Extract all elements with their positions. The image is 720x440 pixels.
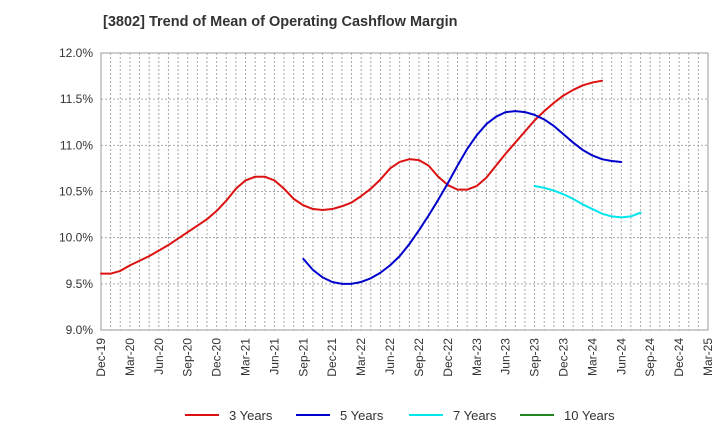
x-tick-label: Dec-24 — [672, 338, 686, 377]
x-tick-label: Sep-23 — [528, 338, 542, 377]
legend-swatch-7-years — [409, 414, 443, 416]
y-tick-label: 11.0% — [60, 138, 93, 152]
x-tick-label: Dec-21 — [325, 338, 339, 377]
plot-area-border — [100, 52, 709, 331]
x-tick-label: Dec-22 — [441, 338, 455, 377]
x-tick-label: Jun-24 — [614, 338, 628, 375]
y-tick-label: 10.0% — [59, 231, 93, 245]
legend-swatch-5-years — [296, 414, 330, 416]
x-tick-label: Sep-20 — [181, 338, 195, 377]
series-line-7-years — [533, 184, 642, 219]
x-tick-label: Mar-22 — [354, 338, 368, 376]
x-tick-label: Jun-23 — [499, 338, 513, 375]
legend-item-5-years: 5 Years — [296, 406, 383, 424]
x-tick-label: Sep-22 — [412, 338, 426, 377]
legend-label-3-years: 3 Years — [229, 407, 273, 423]
x-tick-label: Jun-21 — [267, 338, 281, 375]
plot-area-background — [101, 53, 708, 330]
x-tick-label: Dec-20 — [210, 338, 224, 377]
series-line-3-years — [100, 79, 604, 275]
legend-label-7-years: 7 Years — [453, 407, 497, 423]
x-axis-ticks: Dec-19 Mar-20 Jun-20 Sep-20 Dec-20 Mar-21 Jun-… — [94, 338, 715, 377]
x-tick-label: Jun-22 — [383, 338, 397, 375]
x-tick-label: Sep-24 — [643, 338, 657, 377]
y-tick-label: 12.0% — [59, 46, 93, 60]
legend-item-10-years: 10 Years — [520, 406, 615, 424]
x-tick-label: Sep-21 — [296, 338, 310, 377]
legend-swatch-3-years — [185, 414, 219, 416]
y-tick-label: 11.5% — [60, 92, 93, 106]
x-tick-label: Mar-21 — [239, 338, 253, 376]
chart-title: [3802] Trend of Mean of Operating Cashfl… — [103, 14, 458, 30]
legend: 3 Years 5 Years 7 Years 10 Years — [0, 406, 720, 426]
y-tick-label: 10.5% — [59, 185, 93, 199]
legend-item-3-years: 3 Years — [185, 406, 272, 424]
series-line-5-years — [302, 110, 623, 285]
x-tick-label: Mar-24 — [585, 338, 599, 376]
legend-item-7-years: 7 Years — [409, 406, 496, 424]
legend-label-5-years: 5 Years — [340, 407, 384, 423]
x-tick-label: Mar-25 — [701, 338, 715, 376]
series-lines — [100, 79, 642, 285]
y-tick-label: 9.5% — [66, 277, 94, 291]
x-tick-label: Mar-23 — [470, 338, 484, 376]
y-axis-ticks: 9.0% 9.5% 10.0% 10.5% 11.0% 11.5% 12.0% — [59, 46, 93, 337]
x-tick-label: Dec-23 — [556, 338, 570, 377]
x-tick-label: Jun-20 — [152, 338, 166, 375]
x-tick-label: Mar-20 — [123, 338, 137, 376]
legend-label-10-years: 10 Years — [564, 407, 615, 423]
x-tick-label: Dec-19 — [94, 338, 108, 377]
y-tick-label: 9.0% — [66, 323, 94, 337]
legend-swatch-10-years — [520, 414, 554, 416]
